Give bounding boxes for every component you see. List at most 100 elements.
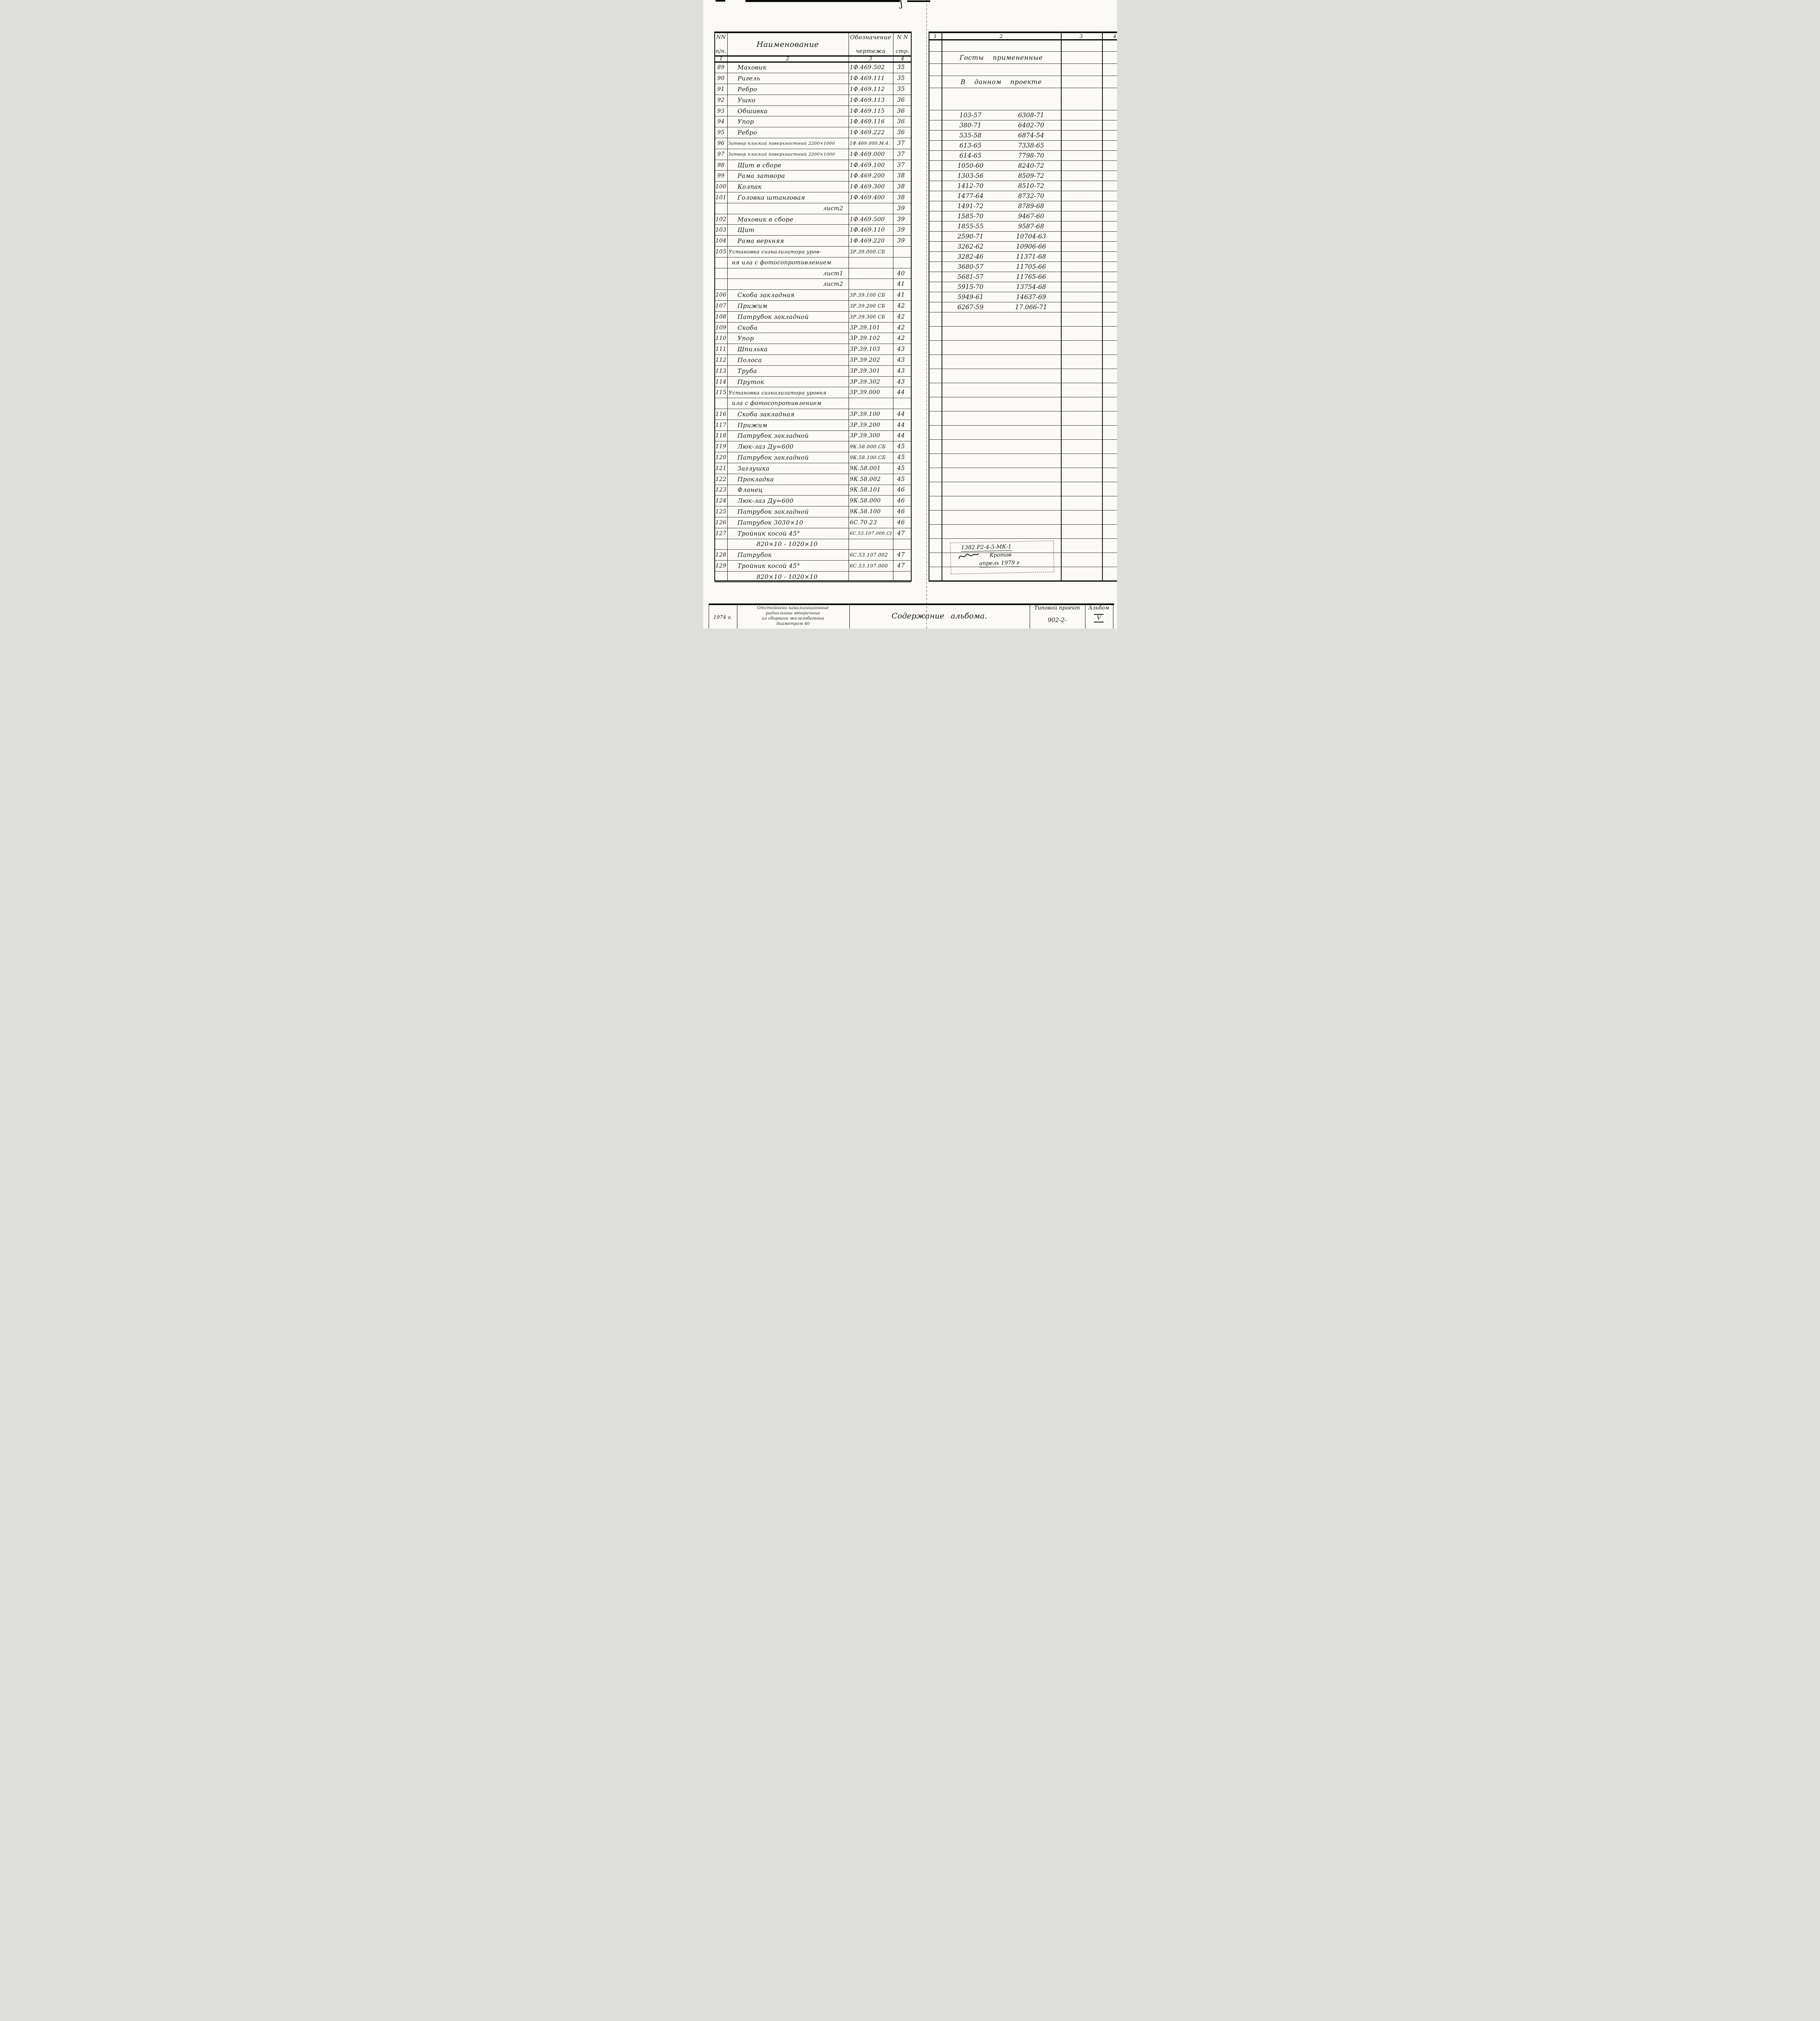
- drawing-designation: 9К.58.101: [849, 487, 881, 494]
- table-row: [929, 539, 1117, 553]
- table-row: [929, 369, 1117, 383]
- table-row: 5949-61 14637-69: [929, 292, 1117, 302]
- item-name: Патрубок закладной: [737, 313, 809, 321]
- drawing-designation: 3Р.39.100: [849, 411, 880, 418]
- header-designation: Обозначение: [850, 34, 891, 41]
- table-row: 3680-57 11705-66: [929, 262, 1117, 272]
- year-text: 1974 г.: [713, 614, 732, 620]
- gost-number: 614-65: [959, 152, 982, 159]
- row-number: 110: [715, 335, 726, 342]
- drawing-designation: 1Ф.469.502: [849, 64, 885, 71]
- drawing-designation: 3Р.39.101: [849, 324, 880, 331]
- item-name: Маховик в сборе: [737, 215, 794, 223]
- fold-line: [926, 0, 927, 629]
- page-number: 35: [897, 86, 905, 93]
- scanned-contents-sheet: ʃ NN п/п. Наименование Обозначение черте…: [703, 0, 1117, 629]
- gost-number: 1303-56: [957, 172, 984, 179]
- scan-hook-artifact: ʃ: [900, 0, 903, 9]
- gost-number: 11705-66: [1016, 263, 1046, 270]
- contents-table: NN п/п. Наименование Обозначение чертежа…: [714, 32, 912, 582]
- item-name: Прижим: [737, 302, 768, 310]
- drawing-designation: 9К.58.000.СБ: [849, 444, 886, 450]
- stamp-date: апрель 1979 г: [979, 559, 1020, 568]
- item-name: Ушко: [737, 96, 756, 104]
- gost-number: 10704-63: [1016, 232, 1046, 240]
- page-number: 41: [897, 281, 905, 288]
- title-block-project: Типовой проект 902-2-: [1030, 605, 1085, 629]
- page-number: 44: [897, 422, 905, 428]
- item-name: ила с фотосопротивлением: [732, 400, 822, 407]
- drawing-designation: 9К.58.000: [849, 498, 881, 504]
- title-block-object: Отстойники канализационные радиальные вт…: [738, 605, 848, 628]
- table-row: 124 Люк-лаз Ду=600 9К.58.000 46: [715, 496, 911, 507]
- table-row: 107 Прижим 3Р.39.200 СБ 42: [715, 301, 911, 312]
- item-name: Пруток: [737, 378, 764, 386]
- gost-number: 1050-60: [957, 162, 984, 169]
- page-number: 47: [897, 552, 905, 559]
- gost-number: 6402-70: [1018, 121, 1044, 129]
- title-block-line: [1113, 603, 1114, 629]
- drawing-designation: 3Р.39.300: [849, 432, 880, 439]
- row-number: 106: [715, 292, 726, 299]
- row-number: 123: [715, 487, 726, 494]
- gost-number: 17.066-71: [1015, 303, 1047, 311]
- row-number: 122: [715, 476, 726, 483]
- title-block-line: [849, 603, 850, 629]
- table-row: 613-65 7338-65: [929, 141, 1117, 151]
- item-name: Полоса: [737, 356, 762, 364]
- table-row: 93 Обшивка 1Ф.469.115 36: [715, 106, 911, 117]
- drawing-designation: 1Ф.469.100: [849, 162, 885, 169]
- table-row: 5915-70 13754-68: [929, 282, 1117, 292]
- page-number: 42: [897, 324, 905, 331]
- item-name: 820×10 - 1020×10: [756, 540, 818, 548]
- page-number: 45: [897, 476, 905, 483]
- approval-stamp: 1382.Р2-4-5-МК-1 Кротов апрель 1979 г: [950, 540, 1054, 574]
- drawing-designation: 1Ф.469.220: [849, 238, 885, 245]
- row-number: 111: [715, 346, 726, 353]
- table-row: 121 Заглушка 9К.58.001 45: [715, 463, 911, 474]
- row-number: 102: [715, 216, 726, 223]
- gost-number: 1491-72: [957, 202, 984, 210]
- gost-table-title: В данном проекте: [960, 78, 1042, 86]
- drawing-designation: 1Ф.469.222: [849, 129, 885, 136]
- drawing-designation: 1Ф.469.000: [849, 151, 885, 158]
- page-number: 38: [897, 173, 905, 179]
- gost-number: 10906-66: [1016, 243, 1046, 250]
- table-row: [929, 482, 1117, 496]
- gost-number: 8789-68: [1018, 202, 1044, 210]
- page-number: 37: [897, 162, 905, 169]
- item-name: Труба: [737, 367, 757, 375]
- table-row: 113 Труба 3Р.39.301 43: [715, 366, 911, 377]
- column-line: [1102, 33, 1103, 580]
- table-row: 1855-55 9587-68: [929, 222, 1117, 232]
- gost-number: 7338-65: [1018, 141, 1044, 149]
- drawing-designation: 6С.53.107.000: [849, 563, 888, 569]
- table-row: 128 Патрубок 6С.53.107.002 47: [715, 550, 911, 561]
- table-row: 535-58 6874-54: [929, 131, 1117, 141]
- item-name: Ребро: [737, 85, 757, 93]
- page-number: 46: [897, 498, 905, 504]
- table-row: 96 Затвор плоский поверхностный 2200×1000…: [715, 138, 911, 149]
- gost-number: 1855-55: [957, 222, 984, 230]
- table-row: 110 Упор 3Р.39.102 42: [715, 333, 911, 344]
- page-number: 46: [897, 519, 905, 526]
- gost-number: 5915-70: [957, 283, 984, 291]
- item-name: Скоба закладная: [737, 291, 795, 299]
- page-number: 42: [897, 302, 905, 309]
- drawing-designation: 1Ф.469.300: [849, 184, 885, 190]
- row-number: 94: [717, 118, 725, 125]
- table-row: [929, 496, 1117, 511]
- item-name: Щит: [737, 226, 755, 234]
- page-number: 44: [897, 389, 905, 396]
- col-number: 1: [719, 55, 723, 61]
- row-number: 112: [715, 357, 726, 363]
- page-number: 44: [897, 411, 905, 418]
- drawing-designation: 3Р.39.301: [849, 367, 880, 374]
- item-name: Щит в сборе: [737, 161, 781, 169]
- table-row: 92 Ушко 1Ф.469.113 36: [715, 95, 911, 106]
- item-name: Упор: [737, 118, 754, 126]
- table-row: [929, 64, 1117, 76]
- table-row: 2590-71 10704-63: [929, 232, 1117, 242]
- drawing-designation: 3Р.39.100 СБ: [849, 292, 885, 298]
- page-number: 43: [897, 378, 905, 385]
